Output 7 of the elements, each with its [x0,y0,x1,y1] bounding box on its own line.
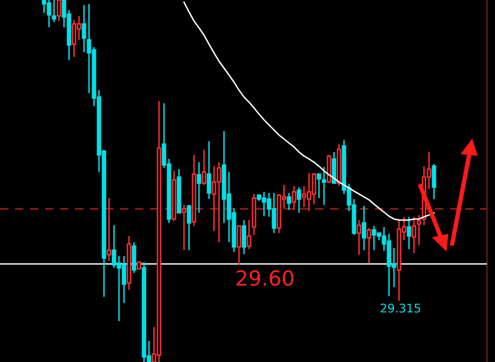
candlestick [82,4,86,53]
candlestick [196,161,202,214]
candlestick [362,205,366,251]
annotation: 29.60 [236,270,294,286]
annotation: 29.315 [380,304,420,313]
candlestick [406,216,412,250]
candlestick [412,216,416,254]
